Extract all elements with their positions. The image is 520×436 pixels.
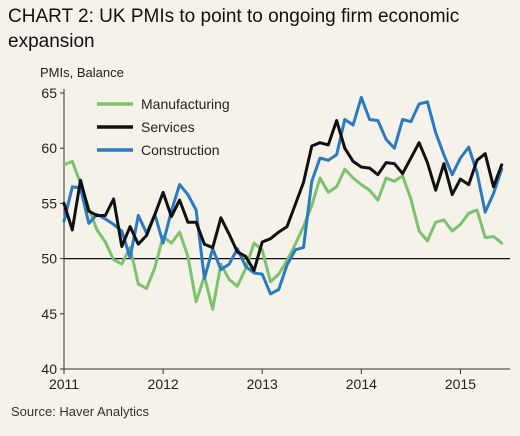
source-note: Source: Haver Analytics	[11, 404, 150, 419]
x-tick-label: 2013	[247, 376, 278, 392]
y-tick-label: 45	[41, 306, 57, 322]
y-tick-label: 65	[41, 85, 57, 101]
y-tick-label: 40	[41, 361, 57, 377]
x-tick-label: 2014	[346, 376, 377, 392]
series-line-manufacturing	[62, 159, 504, 311]
x-tick-label: 2011	[49, 376, 79, 392]
legend-label-construction: Construction	[141, 142, 220, 158]
legend-label-services: Services	[141, 119, 195, 135]
y-tick-label: 55	[41, 195, 57, 211]
series-line-services	[62, 119, 504, 273]
y-tick-label: 50	[41, 251, 57, 267]
chart-title: CHART 2: UK PMIs to point to ongoing fir…	[8, 6, 460, 52]
x-tick-label: 2015	[445, 376, 476, 392]
y-axis-label: PMIs, Balance	[40, 65, 124, 80]
series-line-construction	[62, 95, 504, 296]
x-tick-label: 2012	[148, 376, 179, 392]
y-tick-label: 60	[41, 140, 57, 156]
legend-label-manufacturing: Manufacturing	[141, 96, 230, 112]
